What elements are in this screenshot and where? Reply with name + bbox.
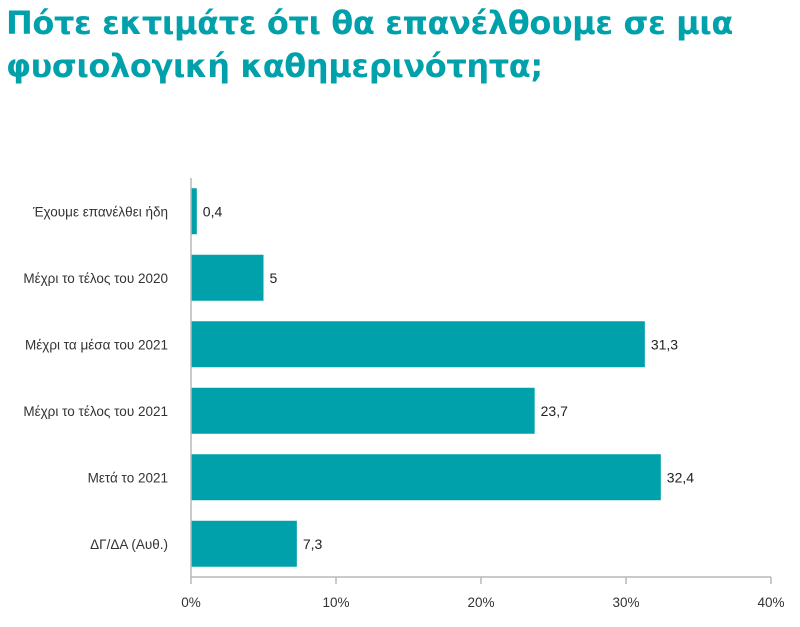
x-tick-label: 20% xyxy=(467,595,494,610)
category-label: Μέχρι τα μέσα του 2021 xyxy=(25,337,168,352)
data-label: 0,4 xyxy=(203,203,223,219)
category-label: Έχουμε επανέλθει ήδη xyxy=(32,204,168,219)
category-label: Μέχρι το τέλος του 2021 xyxy=(23,404,168,419)
category-label: Μέχρι το τέλος του 2020 xyxy=(23,271,168,286)
bar-3 xyxy=(191,321,645,368)
chart-title: Πότε εκτιμάτε ότι θα επανέλθουμε σε μια … xyxy=(6,4,733,85)
category-label: ΔΓ/ΔΑ (Αυθ.) xyxy=(90,537,168,552)
data-label: 23,7 xyxy=(541,403,568,419)
data-label: 31,3 xyxy=(651,336,678,352)
bar-6 xyxy=(191,520,297,567)
category-label: Μετά το 2021 xyxy=(88,470,168,485)
labels-layer: Έχουμε επανέλθει ήδη 0,4 Μέχρι το τέλος το… xyxy=(23,203,784,610)
x-tick-label: 0% xyxy=(181,595,201,610)
bar-5 xyxy=(191,454,661,501)
bars-layer xyxy=(191,188,661,567)
bar-2 xyxy=(191,254,264,301)
axes-layer xyxy=(190,178,772,584)
x-tick-label: 10% xyxy=(322,595,349,610)
data-label: 7,3 xyxy=(303,536,323,552)
x-tick-label: 30% xyxy=(612,595,639,610)
bar-1 xyxy=(191,188,197,235)
bar-4 xyxy=(191,387,535,434)
data-label: 5 xyxy=(270,270,278,286)
x-tick-label: 40% xyxy=(757,595,784,610)
data-label: 32,4 xyxy=(667,469,694,485)
